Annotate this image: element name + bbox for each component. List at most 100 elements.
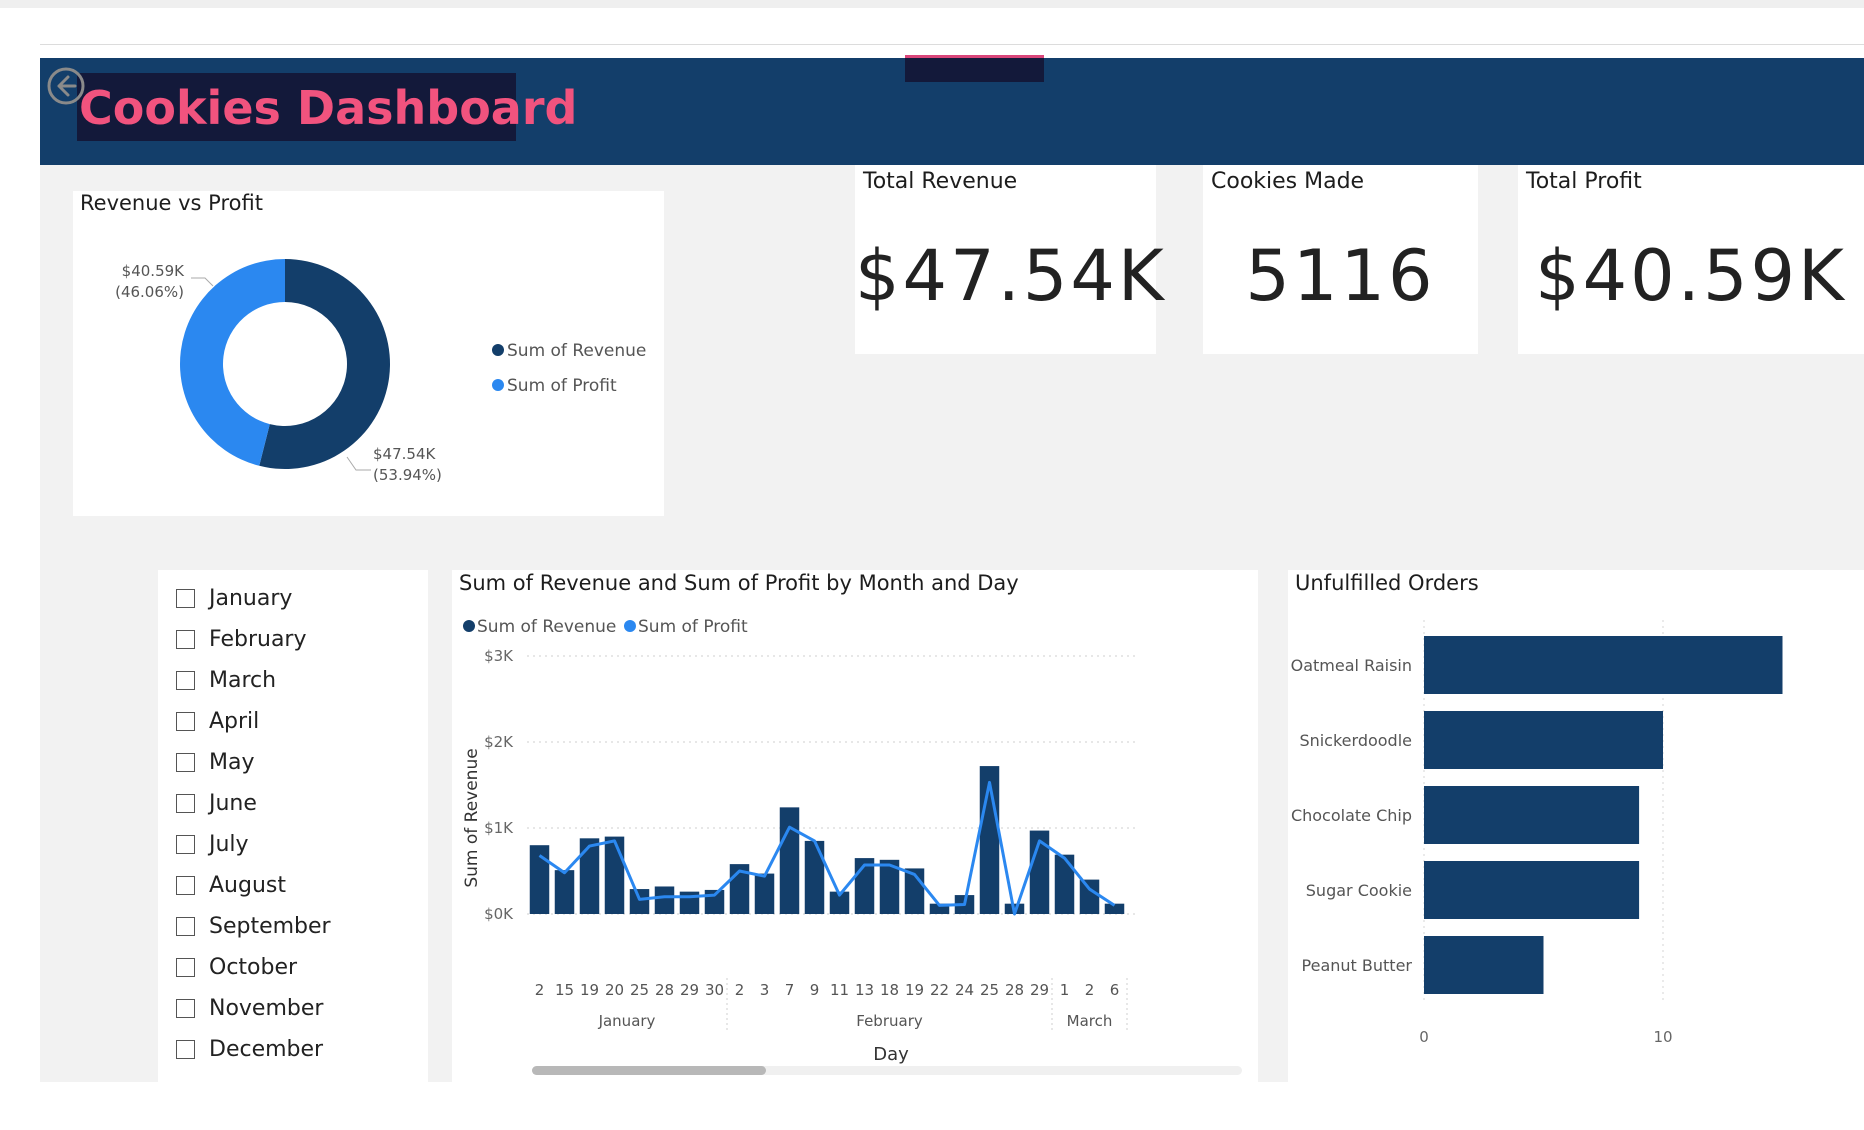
slicer-item-label: November — [209, 995, 324, 1021]
revenue-bar[interactable] — [1054, 854, 1075, 914]
revenue-bar[interactable] — [604, 836, 625, 914]
page-bottom-margin — [0, 1082, 1864, 1130]
slicer-item-february[interactable]: February — [176, 624, 307, 654]
slicer-item-label: August — [209, 872, 286, 898]
slicer-item-july[interactable]: July — [176, 829, 249, 859]
slicer-item-label: July — [209, 831, 249, 857]
revenue-bar[interactable] — [654, 886, 675, 914]
revenue-bar[interactable] — [879, 859, 900, 914]
slicer-item-december[interactable]: December — [176, 1034, 323, 1064]
kpi-value: $47.54K — [855, 235, 1167, 317]
kpi-total-profit: Total Profit $40.59K — [1518, 165, 1864, 354]
x-tick-label: 28 — [1005, 981, 1024, 999]
x-tick-label: 25 — [980, 981, 999, 999]
x-tick-label: 1 — [1060, 981, 1070, 999]
slicer-item-january[interactable]: January — [176, 583, 292, 613]
donut-slice-sum-of-profit[interactable] — [179, 259, 285, 466]
slicer-item-april[interactable]: April — [176, 706, 259, 736]
x-tick-label: 11 — [830, 981, 849, 999]
unfulfilled-orders-panel: Unfulfilled Orders Oatmeal Raisin Snicker… — [1288, 570, 1864, 1082]
slicer-item-september[interactable]: September — [176, 911, 331, 941]
kpi-label: Cookies Made — [1211, 169, 1365, 194]
x-tick-label: 18 — [880, 981, 899, 999]
slicer-item-label: December — [209, 1036, 324, 1062]
revenue-bar[interactable] — [754, 873, 775, 914]
slicer-item-label: February — [209, 626, 307, 652]
month-label-february: February — [856, 1012, 923, 1030]
slicer-item-june[interactable]: June — [176, 788, 257, 818]
checkbox[interactable] — [176, 1039, 195, 1059]
revenue-bar[interactable] — [579, 838, 600, 914]
x-tick-label: 2 — [735, 981, 745, 999]
checkbox[interactable] — [176, 793, 195, 813]
x-tick-label: 29 — [1030, 981, 1049, 999]
y-tick-label: $3K — [484, 647, 514, 665]
orders-chart: Oatmeal Raisin Snickerdoodle Chocolate Chi… — [1291, 620, 1783, 1046]
slicer-item-label: January — [209, 585, 293, 611]
legend-revenue-label[interactable]: Sum of Revenue — [477, 617, 616, 637]
legend-profit-label[interactable]: Sum of Profit — [507, 376, 617, 396]
x-tick-label: 2 — [535, 981, 545, 999]
slicer-item-may[interactable]: May — [176, 747, 254, 777]
x-tick-label: 3 — [760, 981, 770, 999]
checkbox[interactable] — [176, 875, 195, 895]
checkbox[interactable] — [176, 588, 195, 608]
revenue-bar[interactable] — [529, 845, 550, 914]
x-tick-label: 19 — [580, 981, 599, 999]
title-background — [77, 73, 516, 141]
orders-bar[interactable] — [1424, 786, 1640, 844]
orders-bar[interactable] — [1424, 636, 1783, 694]
profit-line[interactable] — [538, 780, 1116, 916]
revenue-bar[interactable] — [929, 903, 950, 914]
scrollbar-thumb[interactable] — [532, 1066, 766, 1075]
donut-title: Revenue vs Profit — [80, 191, 263, 215]
checkbox[interactable] — [176, 752, 195, 772]
revenue-bar[interactable] — [629, 889, 650, 914]
back-arrow-icon[interactable] — [46, 66, 86, 106]
checkbox[interactable] — [176, 998, 195, 1018]
checkbox[interactable] — [176, 670, 195, 690]
slicer-item-august[interactable]: August — [176, 870, 286, 900]
donut-slice-sum-of-revenue[interactable] — [259, 259, 390, 469]
browser-top-strip — [0, 0, 1864, 8]
x-axis-label: Day — [873, 1044, 909, 1065]
slicer-item-october[interactable]: October — [176, 952, 297, 982]
checkbox[interactable] — [176, 957, 195, 977]
legend-revenue-label[interactable]: Sum of Revenue — [507, 341, 646, 361]
slicer-item-label: May — [209, 749, 255, 775]
x-tick-label: 7 — [785, 981, 795, 999]
revenue-bar[interactable] — [804, 840, 825, 914]
revenue-profit-by-day-panel: Sum of Revenue and Sum of Profit by Mont… — [452, 570, 1258, 1082]
legend-profit-dot — [492, 379, 504, 391]
category-label: Peanut Butter — [1302, 956, 1413, 975]
donut-chart: $40.59K (46.06%) $47.54K (53.94%) Sum of… — [115, 259, 646, 484]
orders-bar[interactable] — [1424, 936, 1544, 994]
legend-revenue-dot — [463, 620, 475, 632]
slicer-item-label: June — [209, 790, 257, 816]
x-tick-label: 19 — [905, 981, 924, 999]
x-tick-label: 6 — [1110, 981, 1120, 999]
orders-bar[interactable] — [1424, 861, 1640, 919]
kpi-total-revenue: Total Revenue $47.54K — [855, 165, 1167, 354]
revenue-bar[interactable] — [779, 807, 800, 914]
slicer-item-march[interactable]: March — [176, 665, 276, 695]
checkbox[interactable] — [176, 834, 195, 854]
checkbox[interactable] — [176, 711, 195, 731]
legend-profit-label[interactable]: Sum of Profit — [638, 617, 748, 637]
category-label: Oatmeal Raisin — [1291, 656, 1412, 675]
x-tick-label: 2 — [1085, 981, 1095, 999]
revenue-bar[interactable] — [1104, 903, 1125, 914]
orders-bar[interactable] — [1424, 711, 1663, 769]
revenue-bar[interactable] — [1079, 879, 1100, 914]
x-tick-label: 9 — [810, 981, 820, 999]
checkbox[interactable] — [176, 629, 195, 649]
revenue-bar[interactable] — [829, 891, 850, 914]
profit-pct-label: (46.06%) — [115, 283, 184, 301]
slicer-item-november[interactable]: November — [176, 993, 323, 1023]
y-tick-label: $2K — [484, 733, 514, 751]
month-label-march: March — [1067, 1012, 1113, 1030]
revenue-bar[interactable] — [554, 870, 575, 914]
revenue-value-label: $47.54K — [373, 445, 436, 463]
category-label: Snickerdoodle — [1299, 731, 1412, 750]
checkbox[interactable] — [176, 916, 195, 936]
